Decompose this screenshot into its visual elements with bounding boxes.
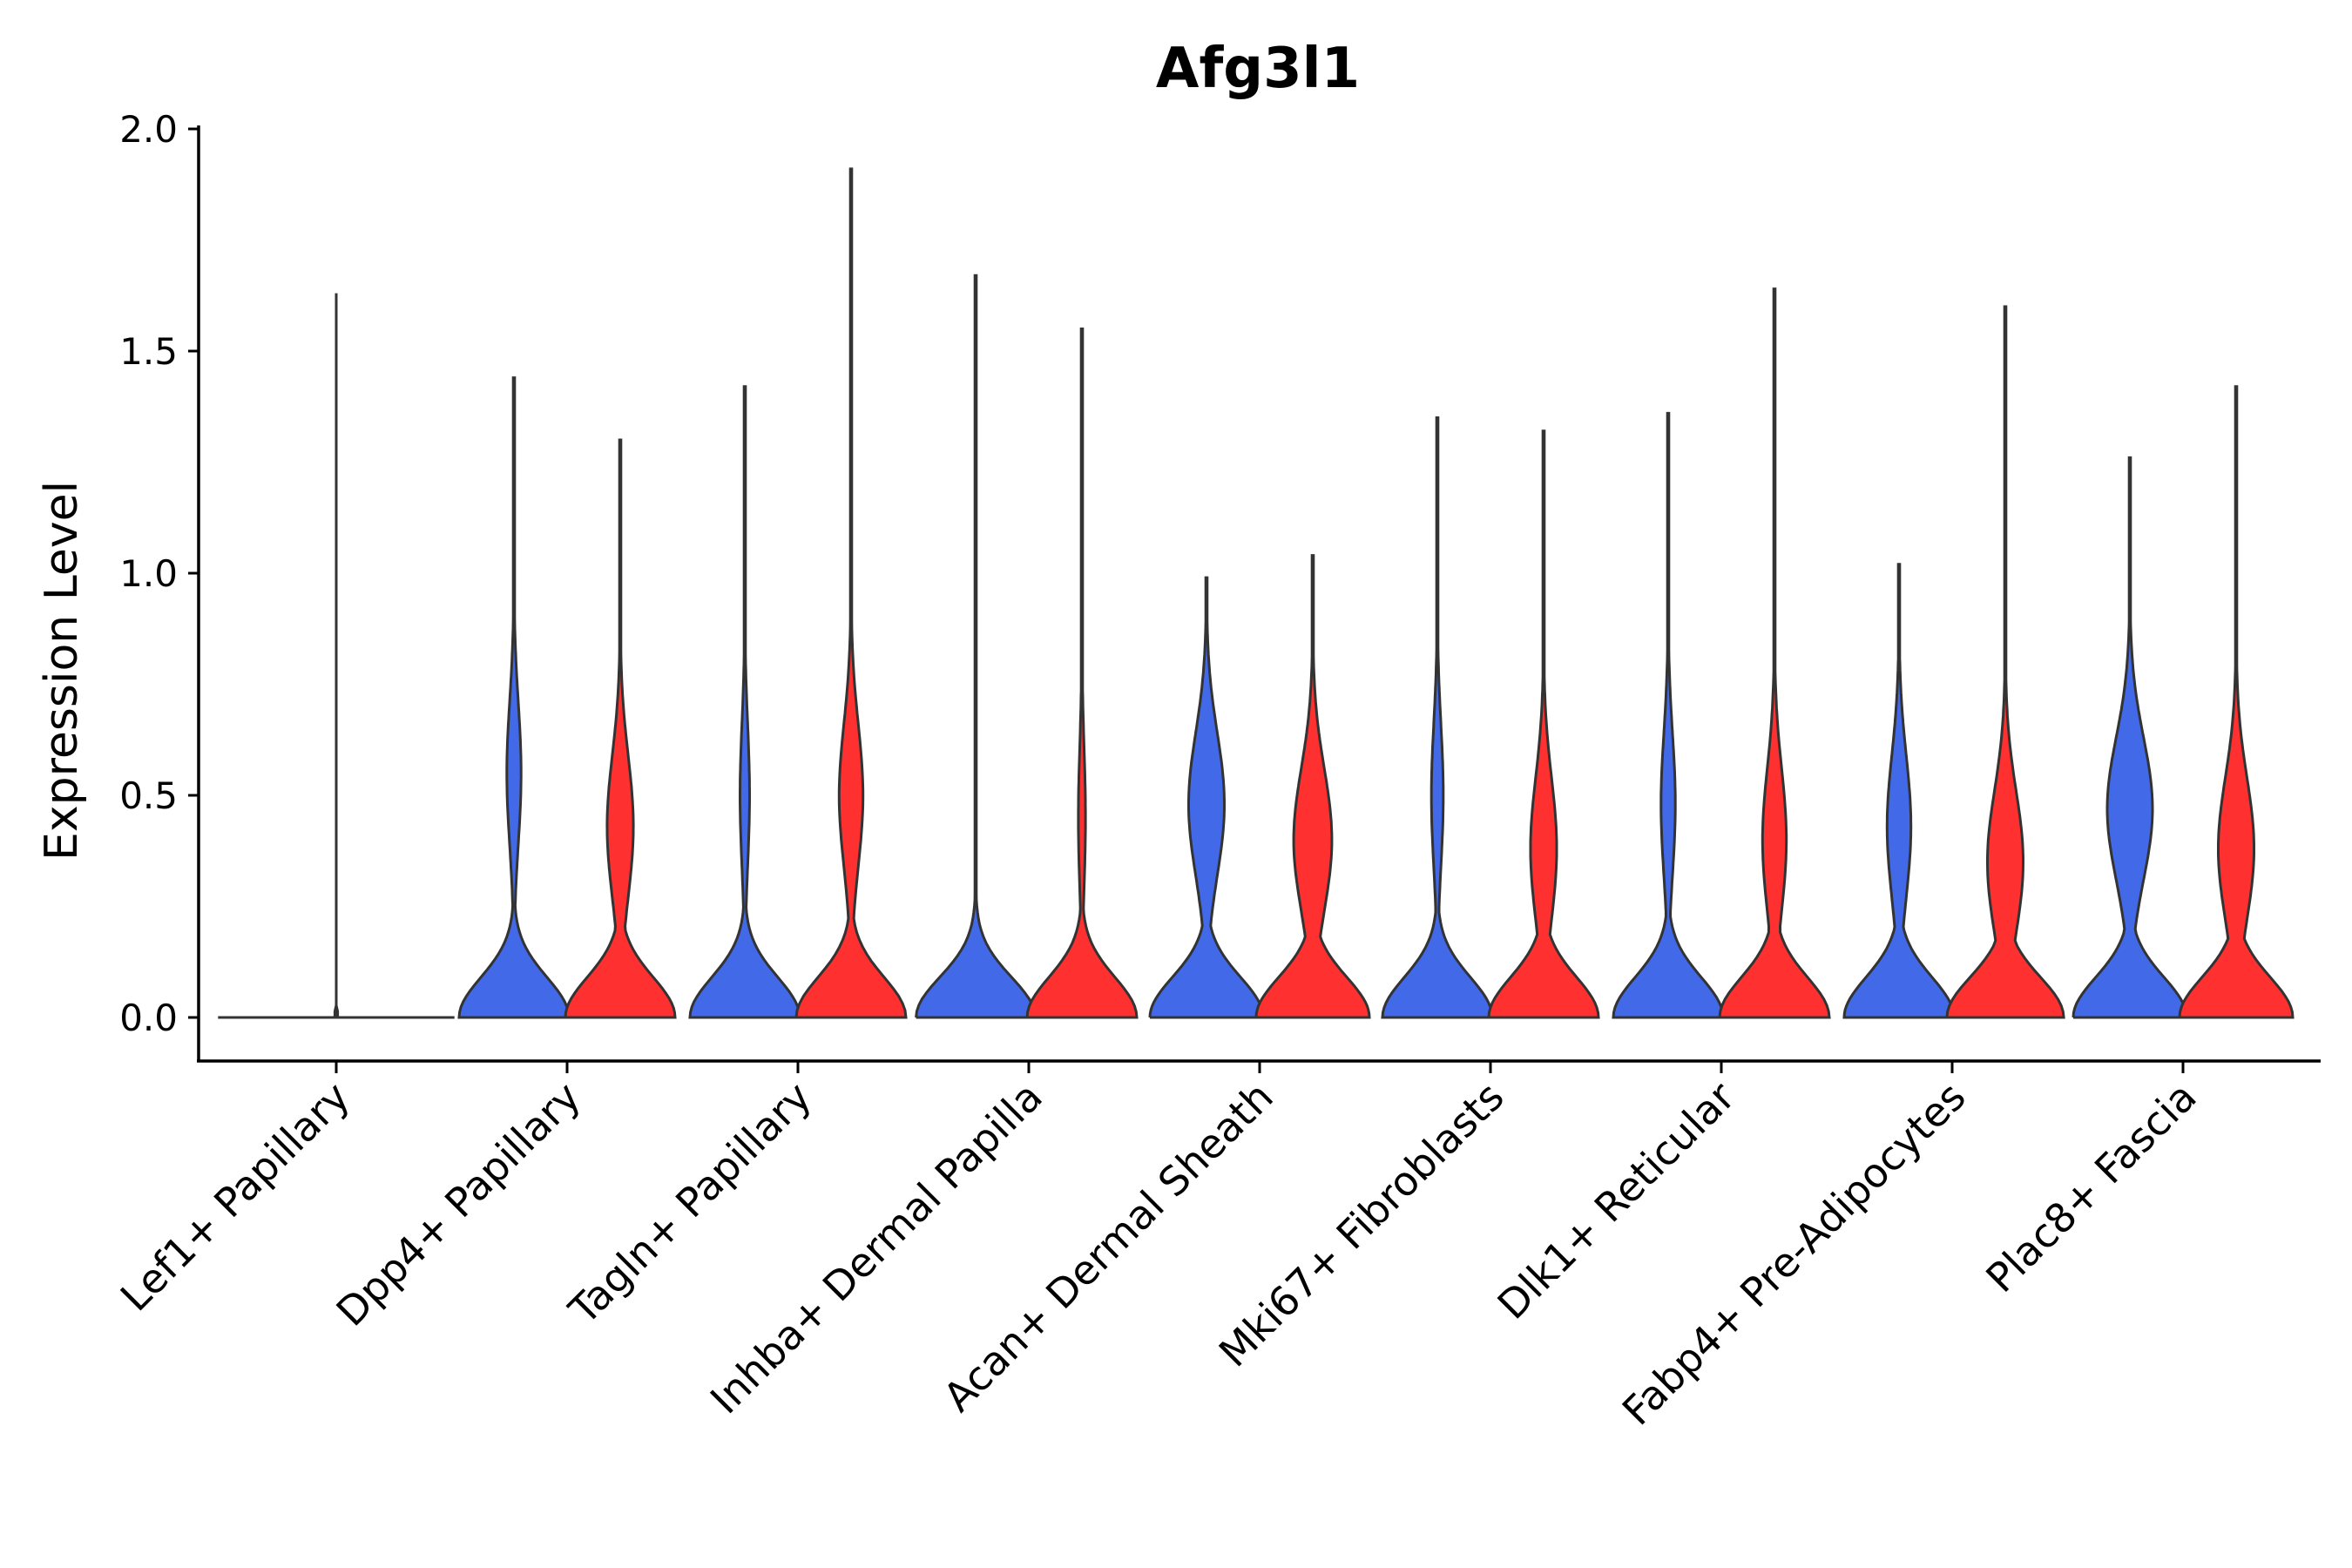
x-tick-label: Plac8+ Fascia — [1977, 1073, 2205, 1301]
y-axis-label: Expression Level — [36, 481, 88, 861]
y-tick-label: 1.0 — [119, 552, 178, 595]
violin-right — [1718, 287, 1831, 1019]
violin-left — [1612, 411, 1725, 1019]
chart-title: Afg3l1 — [1156, 37, 1360, 101]
y-ticks: 0.0 0.5 1.0 1.5 2.0 — [119, 108, 199, 1039]
violin-left — [688, 385, 801, 1019]
violin-right — [1254, 554, 1371, 1019]
x-tick-label: Dlk1+ Reticular — [1489, 1073, 1744, 1328]
violin-right — [794, 167, 908, 1019]
y-tick-label: 1.5 — [119, 330, 178, 373]
violin-right — [564, 438, 677, 1019]
violin-left — [457, 376, 571, 1019]
x-tick-label: Lef1+ Papillary — [112, 1073, 359, 1321]
x-tick-label: Tagln+ Papillary — [559, 1073, 821, 1335]
y-tick-label: 2.0 — [119, 108, 178, 151]
violin-right — [2178, 385, 2295, 1019]
violin-left — [2072, 456, 2188, 1019]
y-tick-label: 0.0 — [119, 997, 178, 1039]
violin-right — [1945, 305, 2065, 1019]
violin-right — [1487, 429, 1600, 1019]
x-tick-label: Dpp4+ Papillary — [328, 1073, 590, 1335]
violin-right — [1025, 328, 1139, 1019]
violin-left — [1148, 576, 1265, 1019]
violin-left — [1381, 416, 1494, 1019]
violin-left — [915, 274, 1037, 1019]
y-tick-label: 0.5 — [119, 774, 178, 817]
violins-layer — [218, 167, 2295, 1019]
violin-left — [1842, 563, 1956, 1019]
